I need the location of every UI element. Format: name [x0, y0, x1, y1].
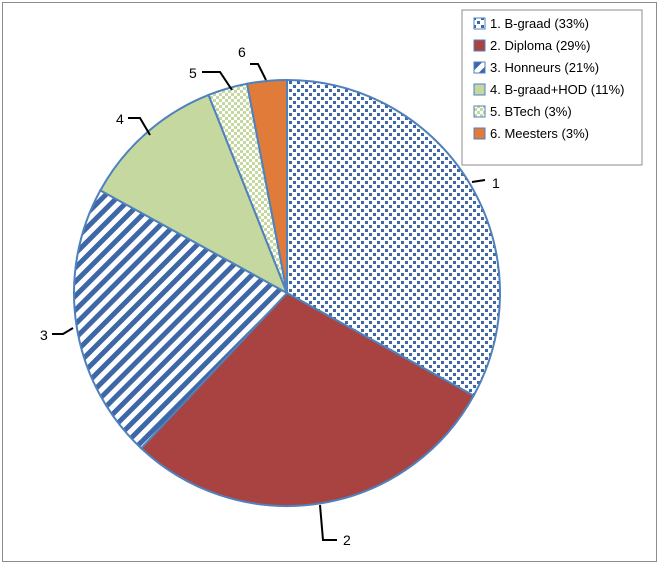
slice-label-1: 1 — [492, 175, 500, 191]
leader-line-4 — [128, 117, 151, 136]
legend-swatch-5 — [473, 105, 486, 118]
legend: 1. B-graad (33%) 2. Diploma (29%) 3. Honne… — [461, 9, 643, 166]
legend-label-6: 6. Meesters (3%) — [490, 126, 589, 141]
slice-leader-lines — [52, 63, 486, 541]
leader-line-1 — [471, 179, 486, 183]
legend-label-2: 2. Diploma (29%) — [490, 38, 590, 53]
legend-swatch-3 — [473, 61, 486, 74]
pie-slice-1 — [286, 78, 501, 397]
leader-line-2 — [319, 504, 337, 541]
pie-slice-4 — [98, 93, 289, 296]
pie-slice-3 — [73, 189, 289, 450]
legend-swatch-4 — [473, 83, 486, 96]
legend-swatch-2 — [473, 39, 486, 52]
slice-label-5: 5 — [189, 65, 197, 81]
slice-label-3: 3 — [40, 327, 48, 343]
pie-slice-2 — [139, 291, 476, 507]
legend-label-4: 4. B-graad+HOD (11%) — [490, 82, 625, 97]
slice-label-2: 2 — [343, 532, 351, 548]
slice-label-4: 4 — [116, 111, 124, 127]
legend-label-3: 3. Honneurs (21%) — [490, 60, 599, 75]
pie-slice-6 — [245, 78, 288, 294]
pie-slices — [73, 78, 501, 507]
slice-label-6: 6 — [238, 44, 246, 60]
leader-line-3 — [52, 327, 74, 335]
legend-swatch-1 — [473, 17, 486, 30]
legend-box — [461, 9, 643, 166]
leader-line-6 — [250, 63, 267, 81]
legend-label-1: 1. B-graad (33%) — [490, 16, 589, 31]
legend-swatch-6 — [473, 127, 486, 140]
leader-line-5 — [202, 71, 233, 91]
slice-labels: 1 2 3 4 5 6 — [40, 44, 500, 548]
legend-label-5: 5. BTech (3%) — [490, 104, 572, 119]
